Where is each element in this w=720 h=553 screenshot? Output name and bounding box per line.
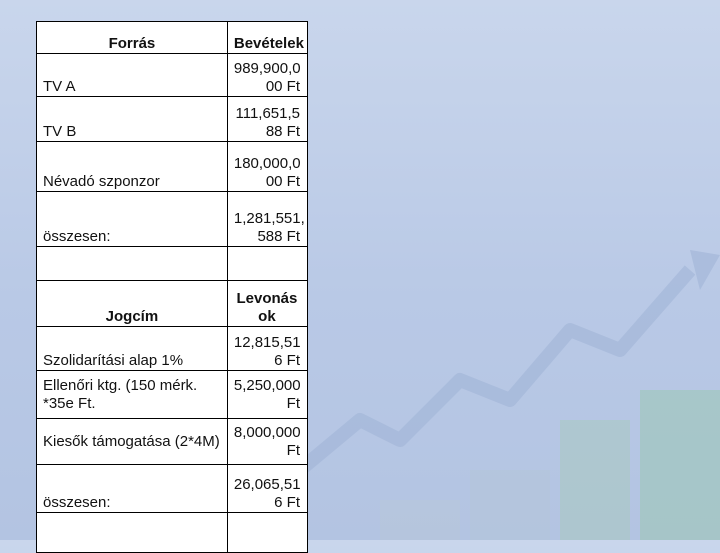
row-label: Ellenőri ktg. (150 mérk. *35e Ft.	[36, 370, 228, 419]
bg-bar	[470, 470, 550, 540]
header-title: Jogcím	[36, 280, 228, 327]
header-source: Forrás	[36, 21, 228, 54]
table-row-total: összesen: 26,065,51 6 Ft	[36, 464, 309, 513]
bg-bar	[380, 500, 460, 540]
table-header-row: Jogcím Levonás ok	[36, 280, 309, 327]
row-label: Szolidarítási alap 1%	[36, 326, 228, 371]
table-row: Névadó szponzor 180,000,0 00 Ft	[36, 141, 309, 192]
table-row: TV B 111,651,5 88 Ft	[36, 96, 309, 142]
header-revenue: Bevételek	[226, 21, 309, 54]
spacer-row	[36, 512, 309, 553]
table-header-row: Forrás Bevételek	[36, 21, 309, 54]
row-label: TV A	[36, 53, 228, 97]
background-graphic	[295, 250, 720, 540]
row-value: 1,281,551, 588 Ft	[226, 191, 309, 247]
trend-arrow-head	[690, 250, 720, 290]
budget-table: Forrás Bevételek TV A 989,900,0 00 Ft TV…	[36, 21, 309, 553]
row-value: 8,000,000 Ft	[226, 418, 309, 465]
row-value: 180,000,0 00 Ft	[226, 141, 309, 192]
table-row: Kiesők támogatása (2*4M) 8,000,000 Ft	[36, 418, 309, 465]
row-value: 989,900,0 00 Ft	[226, 53, 309, 97]
table-row: Szolidarítási alap 1% 12,815,51 6 Ft	[36, 326, 309, 371]
table-row: Ellenőri ktg. (150 mérk. *35e Ft. 5,250,…	[36, 370, 309, 419]
header-deductions: Levonás ok	[226, 280, 309, 327]
table-row: TV A 989,900,0 00 Ft	[36, 53, 309, 97]
row-label: összesen:	[36, 191, 228, 247]
row-label: TV B	[36, 96, 228, 142]
row-value: 5,250,000 Ft	[226, 370, 309, 419]
table-row-total: összesen: 1,281,551, 588 Ft	[36, 191, 309, 247]
row-label: összesen:	[36, 464, 228, 513]
row-label: Névadó szponzor	[36, 141, 228, 192]
row-value: 26,065,51 6 Ft	[226, 464, 309, 513]
row-label: Kiesők támogatása (2*4M)	[36, 418, 228, 465]
row-value: 111,651,5 88 Ft	[226, 96, 309, 142]
row-value: 12,815,51 6 Ft	[226, 326, 309, 371]
trend-arrow-line	[295, 265, 696, 476]
spacer-row	[36, 246, 309, 281]
bg-bar	[640, 390, 720, 540]
bg-bar	[560, 420, 630, 540]
